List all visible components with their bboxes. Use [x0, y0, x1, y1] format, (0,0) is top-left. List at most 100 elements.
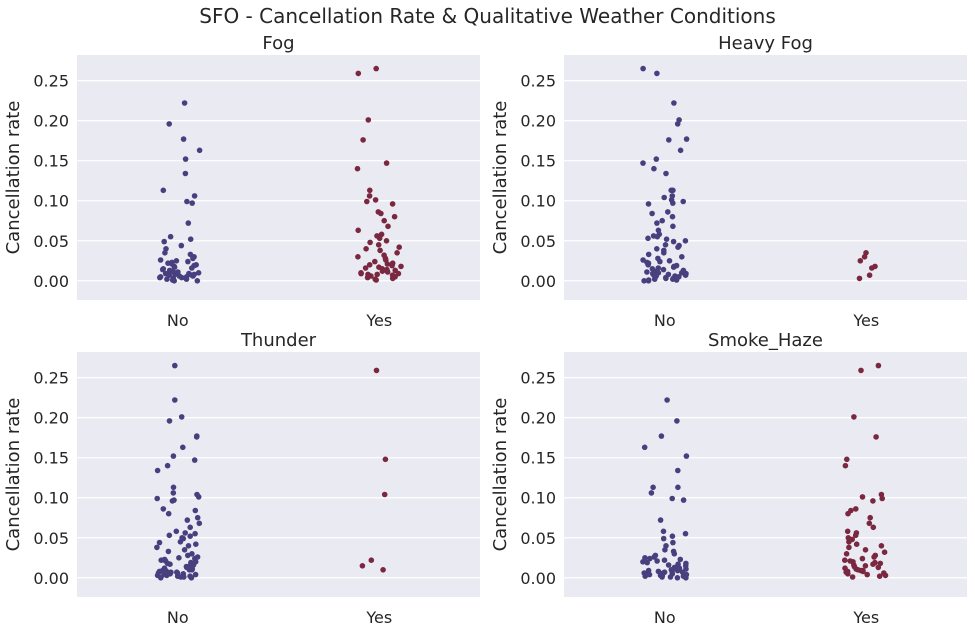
data-point [648, 490, 655, 496]
data-point [871, 554, 877, 560]
data-point [156, 539, 163, 546]
data-point [663, 275, 669, 282]
data-point [862, 547, 869, 553]
data-point [680, 198, 686, 205]
data-point [169, 498, 176, 504]
data-point [192, 507, 199, 514]
data-point [182, 170, 189, 177]
data-point [389, 275, 396, 282]
data-point [866, 520, 873, 527]
data-point [391, 213, 398, 220]
data-point [362, 265, 369, 271]
data-point [376, 235, 383, 242]
subplot-title: Heavy Fog [718, 33, 813, 54]
data-point [640, 559, 646, 565]
data-point [683, 575, 689, 581]
y-tick-label: 0.05 [33, 232, 69, 251]
subplot-2: 0.00 0.05 0.10 0.15 0.20 0.25 No Yes Thunder Canc… [3, 330, 480, 627]
data-point [674, 418, 680, 424]
data-point [164, 462, 171, 469]
y-tick-label: 0.10 [520, 192, 556, 211]
data-point [861, 253, 868, 260]
data-point [671, 100, 677, 106]
data-point [190, 273, 196, 279]
data-point [844, 456, 850, 463]
data-point [657, 517, 664, 523]
data-point [657, 258, 663, 265]
data-point [366, 193, 373, 199]
data-point [186, 567, 193, 573]
data-point [640, 65, 646, 72]
data-point [663, 236, 670, 242]
data-point [178, 414, 185, 420]
data-point [380, 567, 386, 573]
data-point [654, 558, 660, 564]
y-tick-label: 0.15 [33, 449, 69, 468]
y-tick-label: 0.25 [520, 72, 556, 91]
y-tick-label: 0.25 [33, 72, 69, 91]
subplot-3: 0.00 0.05 0.10 0.15 0.20 0.25 No Yes Smoke_Haze C… [490, 330, 967, 627]
data-point [187, 236, 194, 242]
data-point [373, 65, 380, 72]
x-tick-label: No [167, 311, 189, 330]
data-point [359, 563, 366, 569]
data-point [193, 434, 200, 440]
data-point [184, 517, 191, 523]
data-point [196, 147, 203, 154]
data-point [682, 530, 689, 537]
data-point [178, 574, 184, 580]
y-axis-label: Cancellation rate [3, 101, 24, 255]
data-point [842, 462, 849, 469]
subplot-1: 0.00 0.05 0.10 0.15 0.20 0.25 No Yes Heavy Fog Ca… [490, 33, 967, 330]
data-point [859, 494, 866, 500]
data-point [671, 551, 678, 557]
data-point [192, 571, 199, 578]
data-point [873, 434, 879, 440]
plot-area [77, 352, 480, 597]
data-point [381, 491, 388, 498]
data-point [661, 194, 667, 201]
data-point [160, 187, 167, 194]
data-point [853, 541, 860, 547]
data-point [166, 418, 173, 424]
data-point [180, 136, 187, 142]
data-point [867, 514, 873, 521]
data-point [188, 575, 195, 581]
y-axis-label: Cancellation rate [490, 398, 511, 552]
data-point [374, 271, 381, 278]
data-point [654, 233, 661, 240]
y-tick-label: 0.00 [520, 272, 556, 291]
data-point [640, 160, 646, 166]
data-point [843, 551, 850, 557]
data-point [373, 277, 380, 283]
data-point [851, 414, 857, 420]
data-point [355, 227, 362, 234]
x-tick-label: Yes [852, 608, 879, 627]
data-point [670, 264, 677, 271]
data-point [165, 510, 172, 517]
data-point [659, 574, 665, 580]
data-point [172, 397, 178, 403]
data-point [846, 539, 852, 545]
data-point [165, 548, 172, 555]
data-point [654, 70, 660, 77]
data-point [178, 274, 185, 281]
data-point [660, 535, 667, 542]
data-point [645, 201, 652, 207]
data-point [674, 121, 681, 127]
data-point [367, 187, 373, 194]
data-point [170, 484, 177, 491]
data-point [649, 210, 655, 217]
data-point [670, 223, 676, 230]
x-tick-label: Yes [365, 608, 392, 627]
subplot-title: Fog [262, 33, 294, 54]
data-point [364, 274, 371, 281]
data-point [857, 258, 864, 264]
data-point [664, 397, 670, 403]
data-point [181, 547, 188, 553]
data-point [363, 246, 369, 252]
plot-area [564, 55, 967, 300]
data-point [170, 453, 177, 459]
y-axis-label: Cancellation rate [3, 398, 24, 552]
plot-area [77, 55, 480, 300]
